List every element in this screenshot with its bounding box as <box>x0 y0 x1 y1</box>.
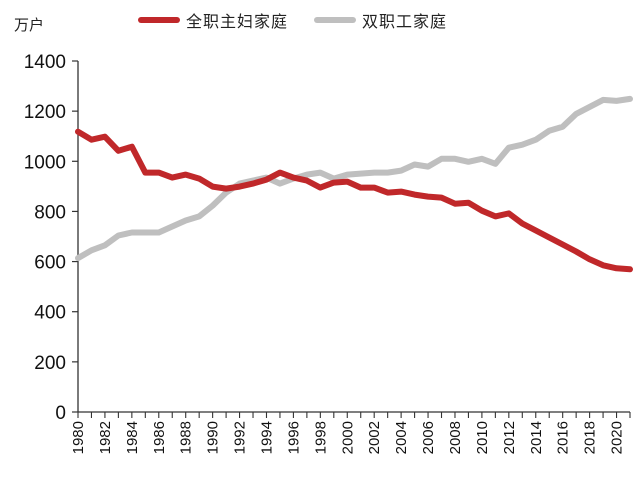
x-tick-label: 1996 <box>285 421 302 454</box>
chart-legend: 全职主妇家庭 双职工家庭 <box>138 8 473 32</box>
x-tick-label: 1992 <box>232 421 249 454</box>
x-tick-label: 2010 <box>474 421 491 454</box>
y-tick-label: 600 <box>34 253 66 274</box>
x-tick-label: 2016 <box>555 421 572 454</box>
x-tick-label: 1986 <box>151 421 168 454</box>
x-tick-label: 1998 <box>312 421 329 454</box>
y-tick-label: 800 <box>34 202 66 223</box>
y-tick-label: 1000 <box>24 152 66 173</box>
x-tick-label: 1994 <box>258 421 275 454</box>
y-tick-label: 1400 <box>24 52 66 73</box>
legend-swatch-gray <box>314 17 357 23</box>
x-tick-label: 1980 <box>70 421 87 454</box>
y-tick-label: 1200 <box>24 102 66 123</box>
legend-label: 双职工家庭 <box>362 12 448 31</box>
y-tick-label: 400 <box>34 303 66 324</box>
legend-label: 全职主妇家庭 <box>186 12 289 31</box>
x-tick-label: 1988 <box>178 421 195 454</box>
legend-item-housewife: 全职主妇家庭 <box>138 8 288 32</box>
x-tick-label: 2002 <box>366 421 383 454</box>
x-tick-label: 2012 <box>501 421 518 454</box>
y-tick-label: 0 <box>55 403 66 424</box>
y-axis: 0 200 400 600 800 1000 1200 1400 <box>24 52 79 424</box>
x-tick-label: 2014 <box>528 421 545 454</box>
y-tick-label: 200 <box>34 353 66 374</box>
x-tick-label: 2006 <box>420 421 437 454</box>
legend-item-dual-income: 双职工家庭 <box>314 8 447 32</box>
series-line-dual-income <box>75 95 633 262</box>
x-tick-label: 2020 <box>609 421 626 454</box>
x-tick-label: 2008 <box>447 421 464 454</box>
plot-lines <box>75 95 633 273</box>
x-axis: 1980 1982 1984 1986 1988 1990 1992 1994 1996 1998… <box>70 411 631 454</box>
x-tick-label: 2004 <box>393 421 410 454</box>
y-axis-unit-label: 万户 <box>14 16 45 34</box>
x-tick-label: 1984 <box>124 421 141 454</box>
x-tick-label: 2018 <box>582 421 599 454</box>
x-tick-label: 1982 <box>97 421 114 454</box>
legend-swatch-red <box>138 17 180 23</box>
x-tick-label: 1990 <box>205 421 222 454</box>
series-line-housewife <box>75 128 633 273</box>
x-tick-label: 2000 <box>339 421 356 454</box>
